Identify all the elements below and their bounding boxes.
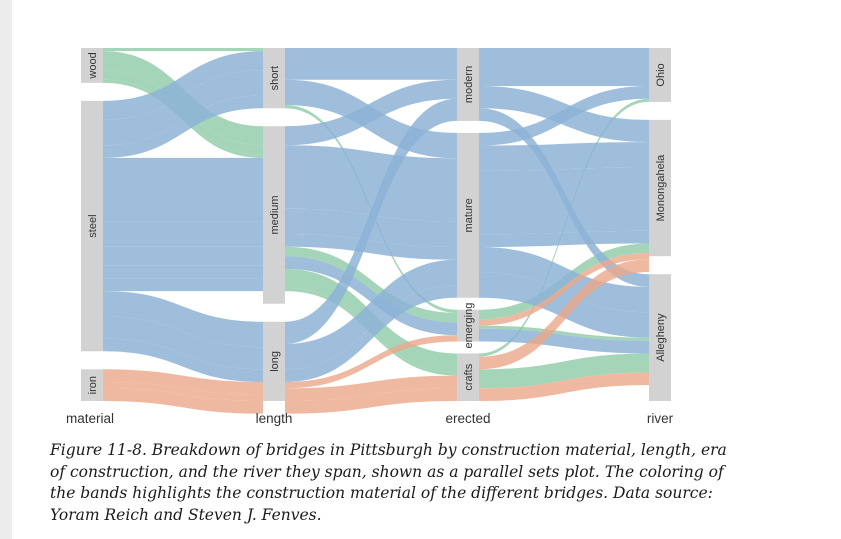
band-length-short-to-erected-modern-steel: [285, 48, 457, 68]
figure-caption: Figure 11-8. Breakdown of bridges in Pit…: [50, 441, 727, 524]
axis-title-erected: erected: [445, 411, 490, 426]
node-erected-crafts: [457, 353, 479, 401]
band-length-short-to-erected-modern-steel: [285, 67, 457, 80]
node-label-material-steel: steel: [87, 214, 99, 237]
band-erected-modern-to-river-Monongahela-steel: [479, 86, 649, 143]
band-length-medium-to-erected-mature-steel: [285, 145, 457, 222]
node-label-river-Allegheny: Allegheny: [655, 313, 667, 362]
parallel-sets-chart: wood steel iron short medium long modern mature…: [66, 48, 674, 426]
node-label-erected-modern: modern: [463, 66, 475, 103]
band-length-long-to-erected-mature-steel: [285, 285, 457, 382]
band-material-iron-to-length-long-iron: [103, 369, 263, 395]
node-material-steel: [81, 100, 103, 352]
node-label-length-short: short: [269, 66, 281, 90]
node-label-material-iron: iron: [87, 376, 99, 394]
band-length-long-to-erected-crafts-iron: [285, 375, 457, 401]
band-material-iron-to-length-long-iron: [103, 388, 263, 414]
band-length-medium-to-erected-emerging-steel: [285, 256, 457, 336]
band-material-steel-to-length-medium-steel: [103, 221, 263, 247]
node-label-erected-mature: mature: [463, 198, 475, 232]
band-length-medium-to-erected-modern-steel: [285, 79, 457, 146]
band-erected-emerging-to-river-Monongahela-iron: [479, 253, 649, 326]
band-material-steel-to-length-medium-steel: [103, 278, 263, 292]
band-erected-emerging-to-river-Allegheny-steel: [479, 328, 649, 354]
axis-title-material: material: [66, 411, 114, 426]
bands-layer: [103, 48, 649, 414]
node-label-material-wood: wood: [87, 52, 99, 79]
node-erected-modern: [457, 48, 479, 121]
axis-title-length: length: [256, 411, 293, 426]
node-length-long: [263, 321, 285, 401]
band-length-long-to-erected-crafts-iron: [285, 388, 457, 414]
band-material-steel-to-length-medium-steel: [103, 157, 263, 222]
band-erected-crafts-to-river-Monongahela-iron: [479, 259, 649, 370]
band-length-long-to-erected-emerging-iron: [285, 335, 457, 389]
band-erected-mature-to-river-Monongahela-steel: [479, 142, 649, 171]
band-erected-mature-to-river-Monongahela-steel: [479, 167, 649, 235]
node-river-Ohio: [649, 48, 671, 102]
band-erected-crafts-to-river-Allegheny-iron: [479, 372, 649, 401]
axis-title-river: river: [647, 411, 674, 426]
band-erected-modern-to-river-Ohio-steel: [479, 67, 649, 87]
page-edge: [0, 0, 12, 539]
node-label-river-Ohio: Ohio: [655, 63, 667, 86]
band-material-wood-to-length-short-wood: [103, 48, 263, 52]
band-erected-modern-to-river-Ohio-steel: [479, 48, 649, 68]
node-label-length-medium: medium: [269, 195, 281, 234]
band-erected-mature-to-river-Allegheny-steel: [479, 272, 649, 338]
band-material-steel-to-length-medium-steel: [103, 265, 263, 279]
band-material-steel-to-length-long-steel: [103, 291, 263, 348]
band-material-steel-to-length-medium-steel: [103, 246, 263, 266]
node-material-iron: [81, 369, 103, 401]
band-material-steel-to-length-short-steel: [103, 51, 263, 120]
node-erected-mature: [457, 132, 479, 298]
band-length-long-to-erected-modern-steel: [285, 98, 457, 344]
band-erected-mature-to-river-Monongahela-steel: [479, 230, 649, 248]
node-erected-emerging: [457, 309, 479, 342]
node-label-length-long: long: [269, 351, 281, 372]
nodes-layer: wood steel iron short medium long modern mature…: [81, 48, 671, 401]
band-erected-crafts-to-river-Allegheny-wood: [479, 353, 649, 389]
node-river-Monongahela: [649, 119, 671, 257]
band-length-long-to-erected-mature-steel: [285, 259, 457, 370]
band-material-steel-to-length-short-steel: [103, 70, 263, 146]
node-material-wood: [81, 48, 103, 83]
node-river-Allegheny: [649, 274, 671, 401]
node-label-erected-crafts: crafts: [463, 363, 475, 390]
band-material-iron-to-length-long-iron: [103, 381, 263, 401]
band-material-steel-to-length-long-steel: [103, 338, 263, 382]
node-label-river-Monongahela: Monongahela: [655, 154, 667, 222]
node-label-erected-emerging: emerging: [463, 303, 475, 349]
band-material-steel-to-length-short-steel: [103, 95, 263, 158]
node-length-medium: [263, 126, 285, 304]
band-length-medium-to-erected-mature-steel: [285, 234, 457, 260]
axis-titles-layer: material length erected river: [66, 411, 674, 426]
band-erected-mature-to-river-Allegheny-steel: [479, 247, 649, 313]
band-material-steel-to-length-long-steel: [103, 316, 263, 370]
band-length-medium-to-erected-emerging-wood: [285, 246, 457, 323]
node-length-short: [263, 48, 285, 109]
